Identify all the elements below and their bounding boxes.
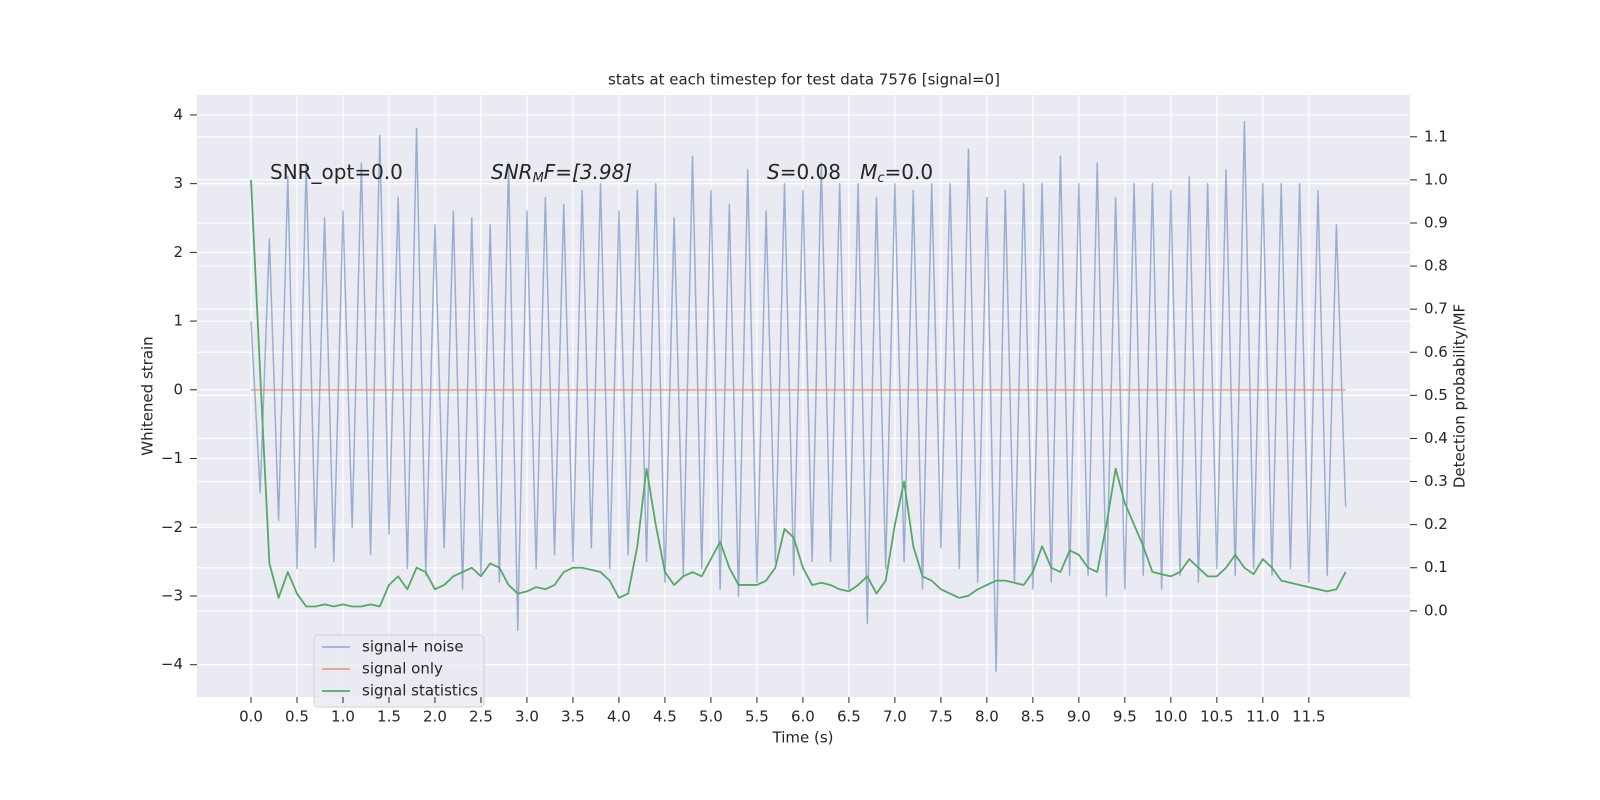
- x-tick-label: 11.5: [1292, 708, 1325, 726]
- y-axis-label: Whitened strain: [139, 336, 157, 455]
- annotation-text: F=[3.98]: [544, 160, 632, 184]
- x-tick-label: 0.5: [285, 708, 309, 726]
- x-axis-label: Time (s): [772, 729, 834, 747]
- legend-label: signal+ noise: [362, 638, 464, 656]
- annotation-text: =0.0: [885, 160, 934, 184]
- annotation-text: SNR_opt=0.0: [270, 160, 403, 184]
- y2-tick-label: 0.9: [1424, 213, 1448, 231]
- annotation-text: c: [877, 171, 884, 186]
- x-tick-label: 6.0: [791, 708, 815, 726]
- x-tick-label: 7.5: [929, 708, 953, 726]
- x-tick-label: 8.0: [975, 708, 999, 726]
- annotation: S=0.08 Mc=0.0: [767, 160, 933, 186]
- annotation-text: S: [767, 160, 780, 184]
- annotation-text: M: [533, 171, 544, 186]
- x-tick-label: 10.0: [1154, 708, 1187, 726]
- y-tick-label: −2: [161, 518, 183, 536]
- y2-tick-label: 0.1: [1424, 558, 1448, 576]
- y2-tick-label: 0.5: [1424, 386, 1448, 404]
- y-tick-label: −3: [161, 586, 183, 604]
- x-tick-label: 0.0: [239, 708, 263, 726]
- x-tick-label: 3.0: [515, 708, 539, 726]
- x-tick-label: 4.0: [607, 708, 631, 726]
- y-tick-label: 4: [173, 105, 183, 123]
- y2-axis-label: Detection probability/MF: [1451, 304, 1469, 488]
- x-tick-label: 2.0: [423, 708, 447, 726]
- x-tick-label: 9.5: [1113, 708, 1137, 726]
- y-tick-label: −4: [161, 655, 183, 673]
- x-tick-label: 8.5: [1021, 708, 1045, 726]
- x-tick-label: 7.0: [883, 708, 907, 726]
- series-line: [250, 179, 1347, 608]
- y2-tick-label: 0.8: [1424, 257, 1448, 275]
- y2-tick-label: 0.4: [1424, 429, 1448, 447]
- x-tick-label: 2.5: [469, 708, 493, 726]
- legend-label: signal only: [362, 660, 443, 678]
- y2-tick-label: 0.7: [1424, 300, 1448, 318]
- annotation-text: =0.08: [780, 160, 860, 184]
- annotation-text: M: [860, 160, 877, 184]
- y2-tick-label: 1.0: [1424, 170, 1448, 188]
- x-tick-label: 1.5: [377, 708, 401, 726]
- y2-tick-label: 0.0: [1424, 601, 1448, 619]
- x-tick-label: 5.5: [745, 708, 769, 726]
- x-tick-label: 3.5: [561, 708, 585, 726]
- legend-box: [313, 634, 485, 708]
- x-tick-label: 6.5: [837, 708, 861, 726]
- annotation: SNRMF=[3.98]: [491, 160, 632, 186]
- y-tick-label: 3: [173, 174, 183, 192]
- annotation-text: SNR: [491, 160, 533, 184]
- x-tick-label: 9.0: [1067, 708, 1091, 726]
- y2-tick-label: 1.1: [1424, 127, 1448, 145]
- y2-tick-label: 0.3: [1424, 472, 1448, 490]
- y-tick-label: 1: [173, 312, 183, 330]
- annotation: SNR_opt=0.0: [270, 160, 403, 184]
- y-tick-label: −1: [161, 449, 183, 467]
- x-tick-label: 1.0: [331, 708, 355, 726]
- y2-tick-label: 0.6: [1424, 343, 1448, 361]
- y2-tick-label: 0.2: [1424, 515, 1448, 533]
- y-tick-label: 2: [173, 243, 183, 261]
- x-tick-label: 11.0: [1246, 708, 1279, 726]
- y-tick-label: 0: [173, 380, 183, 398]
- chart-title: stats at each timestep for test data 757…: [608, 71, 1000, 89]
- series-line: [250, 121, 1347, 673]
- legend-label: signal statistics: [362, 682, 478, 700]
- x-tick-label: 4.5: [653, 708, 677, 726]
- x-tick-label: 10.5: [1200, 708, 1233, 726]
- x-tick-label: 5.0: [699, 708, 723, 726]
